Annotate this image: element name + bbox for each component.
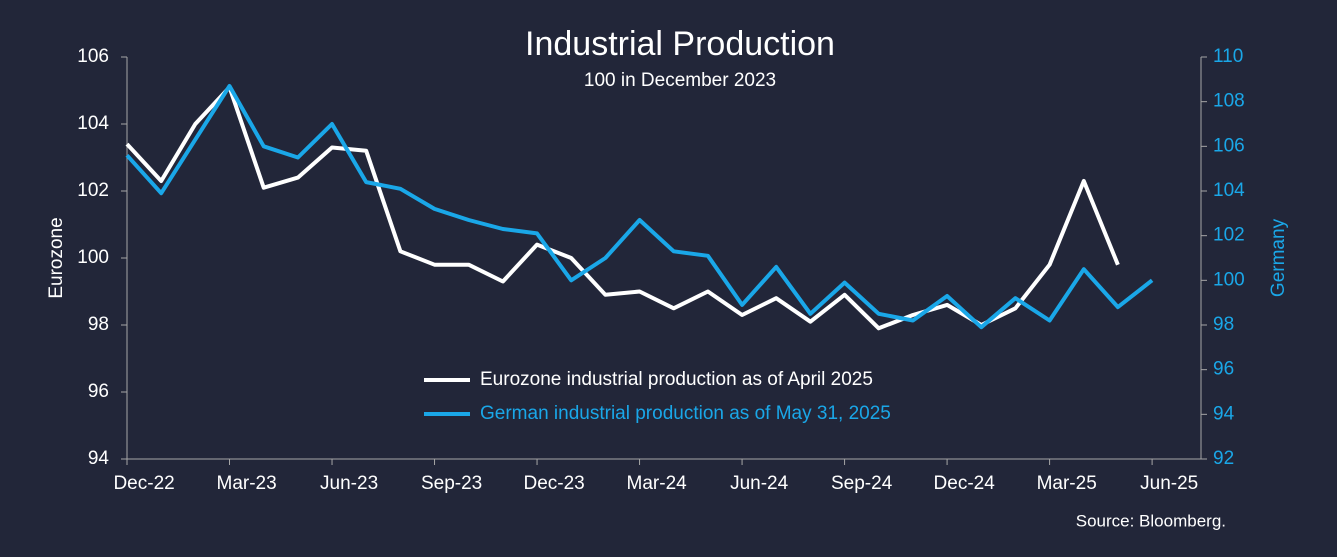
x-tick-label: Dec-22 <box>113 473 174 494</box>
y2-tick-label: 108 <box>1213 91 1245 112</box>
y2-tick-label: 110 <box>1213 46 1243 67</box>
x-tick-label: Dec-23 <box>524 473 585 494</box>
line <box>125 85 1120 331</box>
x-tick-label: Sep-24 <box>831 473 893 494</box>
x-tick-label: Jun-24 <box>730 473 789 494</box>
y-tick-label: 98 <box>88 314 109 335</box>
y2-tick-label: 98 <box>1213 314 1234 335</box>
y-tick-label: 96 <box>88 381 109 402</box>
x-tick-label: Jun-23 <box>320 473 378 494</box>
y2-axis-label: Germany <box>1268 218 1289 297</box>
y2-tick-label: 96 <box>1213 359 1234 380</box>
x-tick-label: Mar-23 <box>217 473 277 494</box>
y-tick-label: 104 <box>77 113 109 134</box>
y2-tick-label: 100 <box>1213 269 1245 290</box>
chart-title: Industrial Production <box>525 25 835 63</box>
y2-tick-label: 102 <box>1213 225 1245 246</box>
x-tick-label: Mar-24 <box>627 473 688 494</box>
y2-tick-label: 104 <box>1213 180 1245 201</box>
y-tick-label: 106 <box>77 46 109 67</box>
x-tick-label: Mar-25 <box>1037 473 1097 494</box>
chart-subtitle: 100 in December 2023 <box>584 70 776 91</box>
y-tick-label: 100 <box>77 247 109 268</box>
y2-tick-label: 92 <box>1213 448 1234 469</box>
legend-label: German industrial production as of May 3… <box>480 403 891 424</box>
y2-tick-label: 94 <box>1213 403 1235 424</box>
legend-label: Eurozone industrial production as of Apr… <box>480 369 873 390</box>
x-tick-label: Dec-24 <box>934 473 996 494</box>
x-tick-label: Sep-23 <box>421 473 482 494</box>
y-axis-label: Eurozone <box>46 217 67 298</box>
y-tick-label: 94 <box>88 448 110 469</box>
x-tick-label: Jun-25 <box>1140 473 1198 494</box>
y-tick-label: 102 <box>77 180 109 201</box>
source: Source: Bloomberg. <box>1076 511 1226 530</box>
y2-tick-label: 106 <box>1213 135 1245 156</box>
line <box>125 84 1154 330</box>
